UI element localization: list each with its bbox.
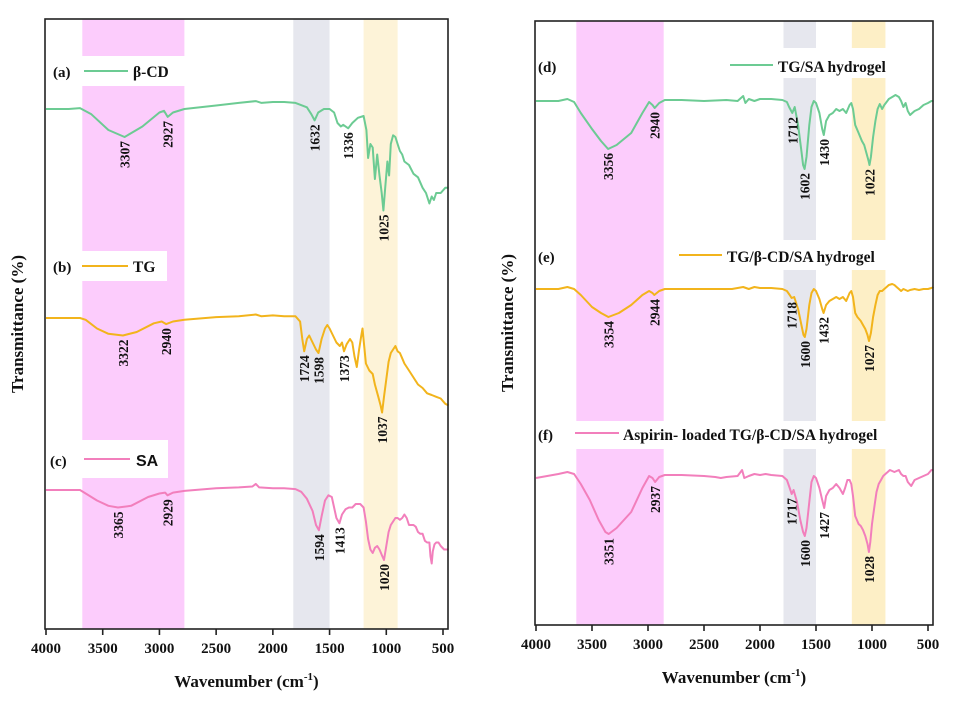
peak-label: 2940 — [648, 112, 663, 139]
peak-label: 1025 — [376, 214, 391, 241]
peak-label: 2937 — [648, 486, 663, 513]
peak-label: 1724 — [297, 355, 312, 382]
legend-label: TG/SA hydrogel — [778, 59, 887, 76]
legend-background — [725, 48, 930, 78]
highlight-band-2 — [363, 19, 398, 629]
x-tick-label: 2500 — [689, 637, 719, 653]
series-line--cd — [46, 100, 449, 212]
y-axis-title: Transmittance (%) — [8, 255, 27, 393]
peak-label: 1430 — [817, 139, 832, 166]
series-line-tg-cd-sa-hydrogel — [536, 283, 935, 342]
panel-tag: (b) — [53, 260, 71, 276]
series-line-tg-sa-hydrogel — [536, 94, 934, 170]
highlight-band-1 — [293, 19, 330, 629]
x-tick-label: 500 — [432, 641, 455, 657]
peak-label: 1427 — [817, 512, 832, 539]
x-tick-label: 500 — [917, 637, 940, 653]
left-panel: (a) β-CD 3307 2927 1632 1336 1025 (b) TG 3322 2940… — [8, 18, 455, 691]
peak-label: 3365 — [111, 511, 126, 538]
panel-tag: (a) — [53, 65, 71, 81]
peak-label: 2940 — [159, 328, 174, 355]
x-tick-label: 3000 — [144, 641, 174, 657]
panel-tag: (d) — [538, 60, 556, 76]
peak-label: 3322 — [116, 339, 131, 366]
peak-label: 2929 — [161, 499, 176, 526]
x-tick-label: 3000 — [633, 637, 663, 653]
peak-label: 1632 — [308, 124, 323, 151]
series-line-tg — [46, 313, 450, 414]
peak-label: 1717 — [785, 498, 800, 525]
peak-label: 1594 — [312, 534, 327, 561]
x-tick-label: 2000 — [258, 641, 288, 657]
peak-label: 3351 — [602, 538, 617, 565]
legend-label: SA — [136, 453, 159, 470]
right-panel: (d) TG/SA hydrogel 3356 2940 1712 1602 1430 102… — [498, 20, 940, 687]
x-axis-title: Wavenumber (cm-1) — [174, 671, 318, 691]
panel-tag: (e) — [538, 250, 555, 266]
peak-label: 1373 — [337, 355, 352, 382]
legend-label: β-CD — [133, 64, 169, 81]
peak-label: 1028 — [862, 556, 877, 583]
x-tick-label: 2000 — [745, 637, 775, 653]
x-tick-label: 3500 — [577, 637, 607, 653]
peak-label: 1027 — [862, 345, 877, 372]
peak-label: 1602 — [798, 173, 813, 200]
peak-label: 1600 — [798, 540, 813, 567]
peak-label: 1022 — [863, 169, 878, 196]
x-axis-title: Wavenumber (cm-1) — [662, 667, 806, 687]
peak-label: 1718 — [785, 302, 800, 329]
peak-label: 2944 — [647, 299, 662, 326]
peak-label: 2927 — [161, 121, 176, 148]
peak-label: 1600 — [798, 341, 813, 368]
series-line-aspirin-loaded-tg-cd-sa-hydrogel — [535, 469, 934, 553]
plot-frame — [44, 18, 449, 630]
legend-background — [570, 421, 930, 449]
panel-tag: (c) — [50, 454, 67, 470]
legend-label: Aspirin- loaded TG/β-CD/SA hydrogel — [623, 427, 878, 444]
peak-label: 1336 — [341, 132, 356, 159]
legend-label: TG — [133, 259, 155, 276]
peak-label: 1712 — [785, 117, 800, 144]
x-tick-label: 4000 — [521, 637, 551, 653]
highlight-band-2 — [851, 21, 886, 625]
x-tick-label: 3500 — [88, 641, 118, 657]
x-tick-label: 4000 — [31, 641, 61, 657]
legend-label: TG/β-CD/SA hydrogel — [727, 249, 876, 266]
peak-label: 1037 — [375, 416, 390, 443]
x-tick-label: 1500 — [801, 637, 831, 653]
plot-frame — [534, 20, 934, 626]
peak-label: 3356 — [601, 153, 616, 180]
peak-label: 3354 — [601, 321, 616, 348]
peak-label: 1413 — [332, 527, 347, 554]
x-tick-label: 2500 — [201, 641, 231, 657]
peak-label: 1020 — [377, 564, 392, 591]
peak-label: 1432 — [817, 317, 832, 344]
x-tick-label: 1000 — [857, 637, 887, 653]
y-axis-title: Transmittance (%) — [498, 254, 517, 392]
x-tick-label: 1000 — [371, 641, 401, 657]
panel-tag: (f) — [538, 428, 553, 444]
series-line-sa — [46, 482, 449, 565]
peak-label: 3307 — [118, 141, 133, 168]
peak-label: 1598 — [312, 357, 327, 384]
x-tick-label: 1500 — [315, 641, 345, 657]
